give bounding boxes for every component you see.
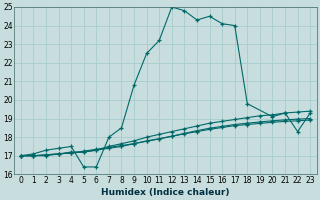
X-axis label: Humidex (Indice chaleur): Humidex (Indice chaleur) <box>101 188 230 197</box>
